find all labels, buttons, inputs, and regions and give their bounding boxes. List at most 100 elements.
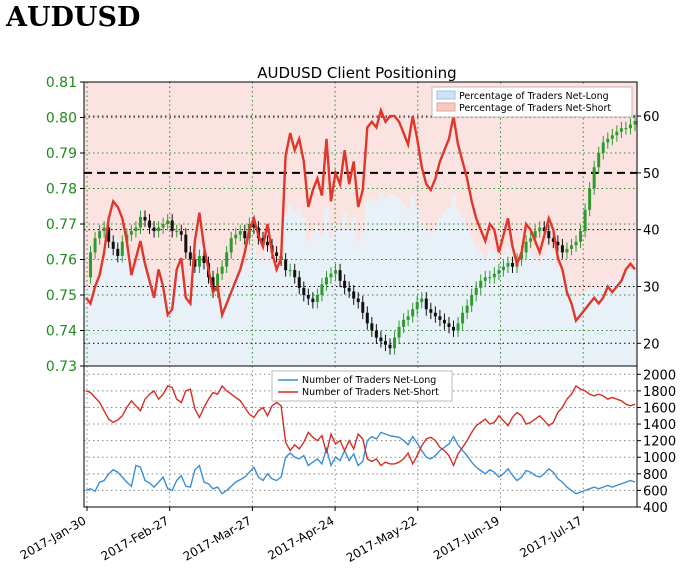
net-short-band — [256, 82, 262, 256]
net-short-band — [228, 82, 234, 284]
net-short-legend-label: Percentage of Traders Net-Short — [459, 103, 611, 114]
net-long-band — [110, 238, 116, 366]
candle-body — [365, 312, 369, 324]
candle-body — [452, 326, 456, 331]
candle-body — [197, 255, 201, 267]
net-short-band — [355, 82, 361, 242]
percent-tick-label: 60 — [643, 110, 660, 125]
net-long-band — [483, 258, 488, 366]
net-short-band — [192, 82, 198, 259]
net-long-band — [151, 286, 157, 366]
net-short-band — [392, 82, 398, 196]
candle-body — [633, 121, 637, 125]
net-long-band — [383, 198, 389, 366]
net-long-band — [160, 280, 166, 366]
candle-body — [461, 312, 465, 324]
net-short-band — [310, 82, 316, 233]
net-long-band — [265, 249, 271, 366]
net-short-band — [138, 82, 144, 259]
net-long-band — [215, 280, 221, 366]
candle-body — [102, 227, 106, 232]
candle-body — [334, 270, 338, 274]
percent-tick-label: 20 — [643, 337, 660, 352]
net-short-band — [614, 82, 620, 281]
price-tick-label: 0.77 — [46, 217, 77, 233]
net-long-band — [147, 277, 153, 366]
traders-tick-label: 1400 — [643, 418, 676, 433]
net-long-band — [210, 283, 216, 366]
net-long-band — [405, 209, 411, 366]
price-tick-label: 0.78 — [46, 182, 77, 198]
net-long-band — [437, 218, 443, 366]
net-long-band — [120, 246, 125, 366]
net-short-band — [451, 82, 457, 196]
net-short-band — [129, 82, 135, 276]
traders-tick-label: 1800 — [643, 385, 676, 400]
candle-body — [560, 245, 564, 253]
net-short-band — [487, 82, 493, 250]
candle-body — [619, 128, 623, 132]
candle-body — [143, 216, 147, 221]
net-short-band — [315, 82, 321, 227]
net-short-band — [183, 82, 189, 287]
net-short-band — [156, 82, 162, 273]
candle-body — [93, 238, 97, 253]
candle-body — [157, 227, 161, 232]
net-short-swatch — [436, 102, 456, 112]
net-short-band — [247, 82, 253, 253]
candle-body — [184, 234, 188, 253]
net-short-band — [287, 82, 293, 205]
net-long-band — [428, 232, 434, 366]
net-short-band — [260, 82, 266, 261]
candle-body — [433, 312, 437, 317]
net-long-band — [473, 246, 479, 366]
candle-body — [624, 128, 628, 130]
net-short-band — [446, 82, 452, 207]
net-long-band — [156, 272, 162, 366]
net-long-band — [610, 283, 615, 366]
candle-body — [483, 277, 487, 281]
net-long-band — [337, 229, 343, 366]
net-long-band — [115, 241, 121, 366]
net-short-band — [424, 82, 429, 230]
candle-body — [606, 138, 610, 143]
candle-body — [347, 287, 351, 292]
net-long-band — [523, 249, 529, 366]
net-long-band — [365, 201, 370, 366]
net-short-band — [120, 82, 125, 247]
net-long-band — [387, 195, 393, 366]
candle-body — [216, 273, 220, 292]
net-long-band — [192, 258, 198, 366]
net-short-band — [460, 82, 466, 219]
x-tick-label: 2017-Jul-17 — [517, 513, 584, 560]
candle-body — [188, 252, 192, 260]
net-long-band — [392, 195, 398, 366]
percent-tick-label: 30 — [643, 280, 660, 295]
net-short-band — [528, 82, 534, 253]
net-short-band — [483, 82, 488, 259]
candle-body — [520, 252, 524, 260]
price-axis-ticks: 0.81 0.80 0.79 0.78 0.77 0.76 0.75 0.74 0.73 — [46, 75, 84, 375]
net-short-band — [505, 82, 511, 247]
net-long-band — [219, 295, 225, 366]
net-short-band — [501, 82, 507, 256]
net-long-band — [492, 252, 498, 366]
net-long-band — [528, 252, 534, 366]
net-long-band — [496, 263, 502, 366]
net-long-band — [401, 204, 407, 366]
candle-body — [465, 305, 469, 313]
net-long-band — [628, 269, 634, 366]
net-long-band — [378, 192, 384, 366]
net-short-band — [210, 82, 216, 284]
candle-body — [306, 295, 310, 299]
candle-body — [324, 277, 328, 285]
net-short-band — [219, 82, 225, 295]
percentage-axis-ticks: 60 50 40 30 20 — [637, 110, 660, 352]
candle-body — [175, 231, 179, 233]
candle-body — [579, 231, 583, 242]
candle-body — [161, 224, 165, 228]
net-long-band — [546, 246, 552, 366]
candle-body — [134, 227, 138, 232]
net-short-band — [328, 82, 334, 239]
